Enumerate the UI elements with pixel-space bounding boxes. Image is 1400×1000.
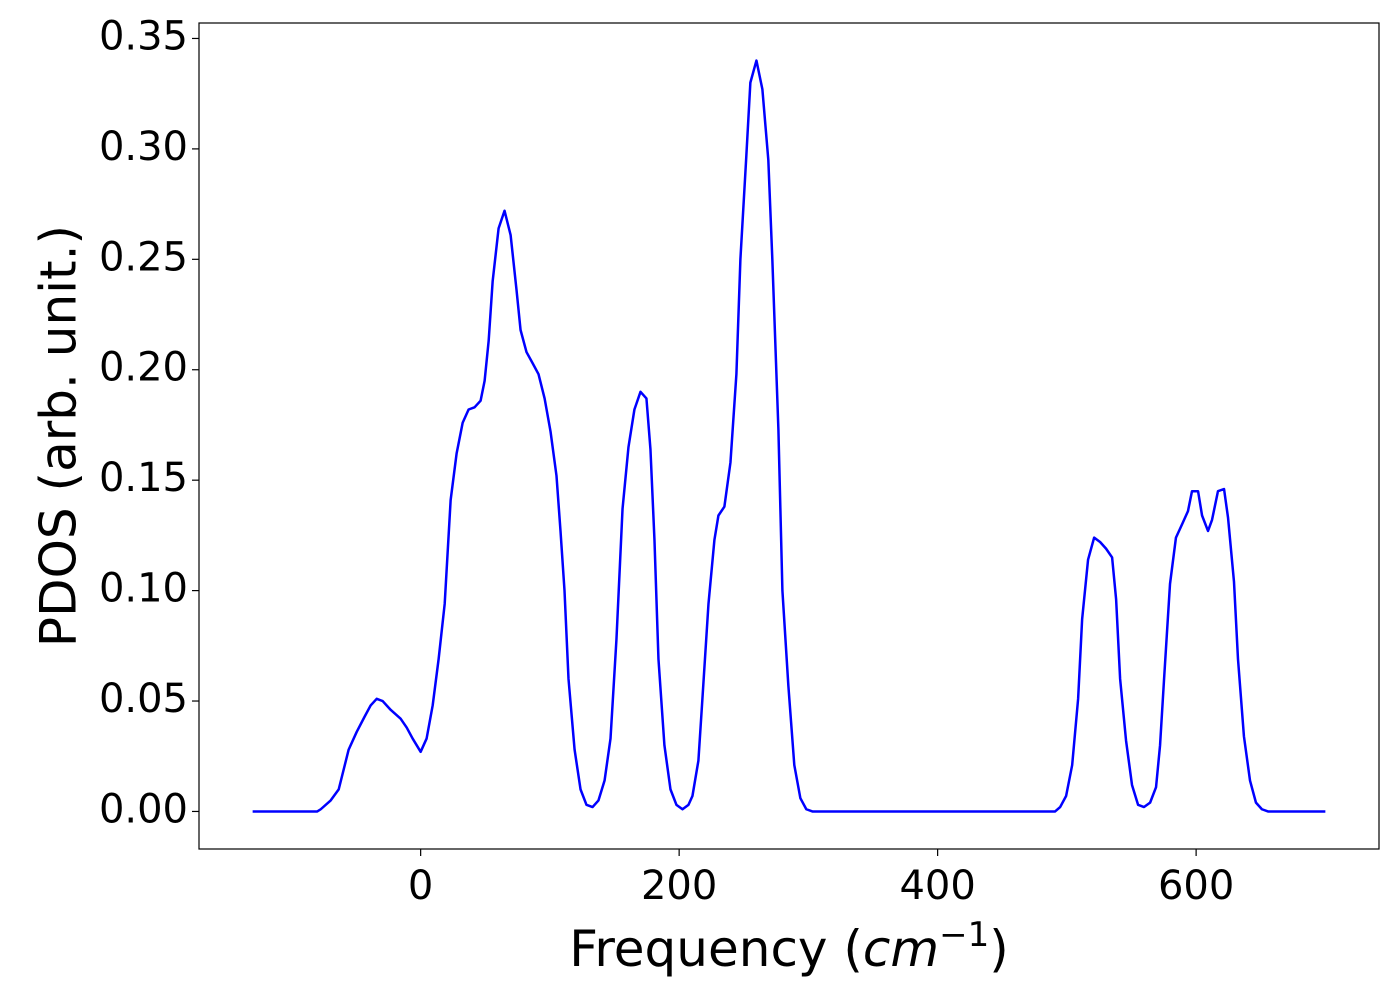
y-tick-label: 0.20 (99, 345, 188, 391)
x-tick-label: 0 (408, 863, 433, 909)
x-label-exponent: −1 (939, 915, 989, 955)
y-tick-label: 0.30 (99, 124, 188, 170)
x-label-text: Frequency ( (569, 920, 863, 978)
plot-frame (198, 22, 1380, 850)
x-tick-label: 400 (899, 863, 975, 909)
x-tick-label: 600 (1158, 863, 1234, 909)
y-tick-label: 0.00 (99, 786, 188, 832)
x-label-close: ) (989, 920, 1009, 978)
y-tick-label: 0.35 (99, 13, 188, 59)
x-label-unit: cm (863, 920, 939, 978)
y-tick-label: 0.25 (99, 234, 188, 280)
y-tick-label: 0.10 (99, 566, 188, 612)
y-tick-label: 0.15 (99, 455, 188, 501)
x-tick-label: 200 (641, 863, 717, 909)
x-axis-label: Frequency (cm−1) (569, 915, 1009, 978)
data-line (252, 59, 1326, 813)
y-axis-label: PDOS (arb. unit.) (30, 225, 88, 647)
y-tick-label: 0.05 (99, 676, 188, 722)
